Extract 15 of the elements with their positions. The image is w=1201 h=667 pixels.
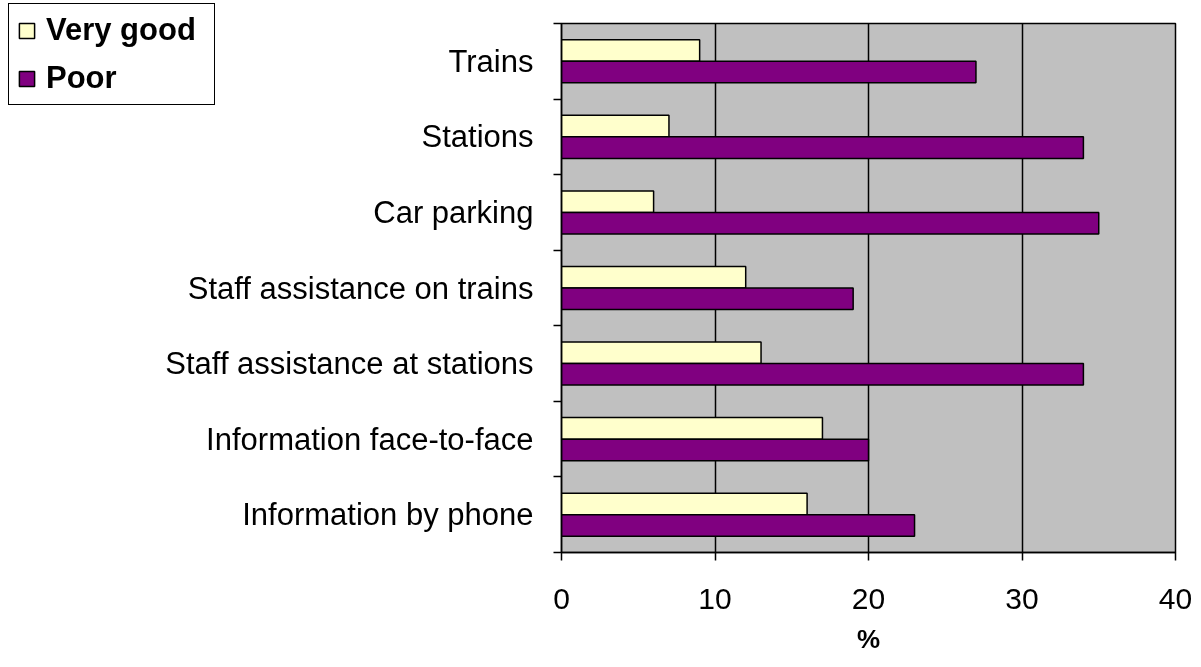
y-tick-label: Information by phone [242,497,534,533]
x-tick-label: 30 [1005,581,1039,615]
y-tick-label: Car parking [373,194,534,230]
x-tick-label: 40 [1158,581,1193,615]
x-axis-title: % [856,623,881,654]
y-tick-label: Information face-to-face [206,421,534,457]
x-tick-label: 0 [553,581,570,615]
y-tick-label: Stations [421,119,534,155]
y-tick-label: Staff assistance at stations [165,346,534,382]
legend-label: Very good [46,12,197,48]
y-tick-label: Staff assistance on trains [187,270,534,306]
x-tick-label: 20 [851,581,886,615]
x-tick-label: 10 [698,581,732,615]
legend-label: Poor [46,60,118,96]
y-tick-label: Trains [448,43,534,79]
